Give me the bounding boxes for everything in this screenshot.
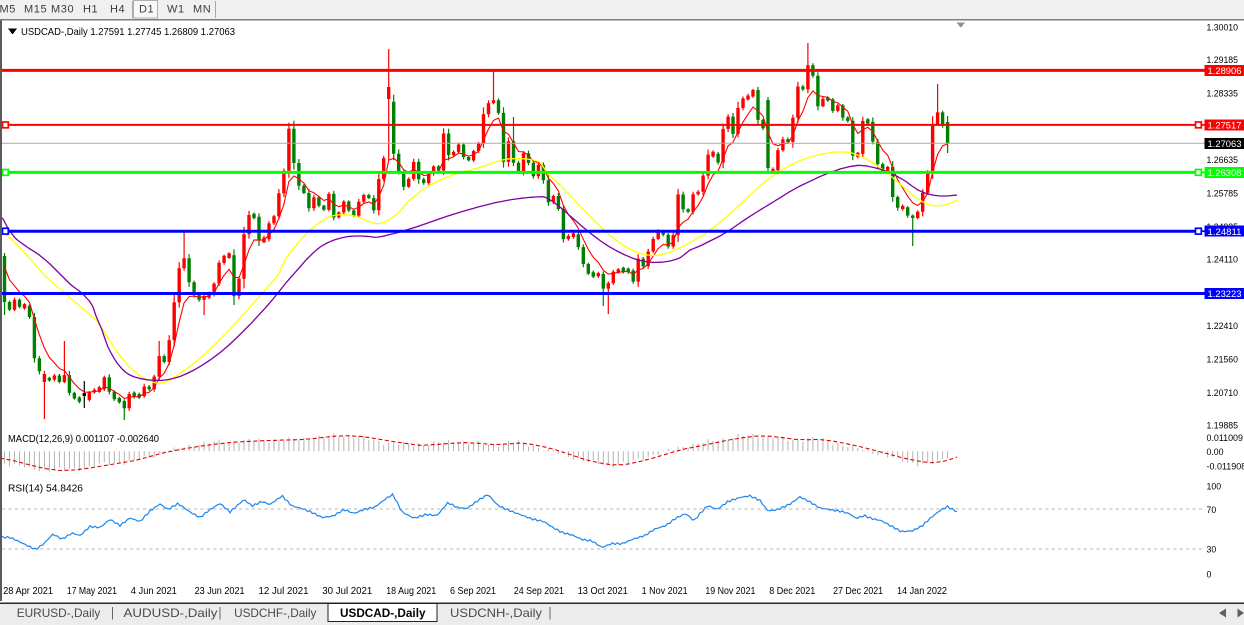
svg-text:1.27063: 1.27063: [1208, 139, 1242, 150]
svg-text:USDCAD-,Daily 1.27591 1.27745: USDCAD-,Daily 1.27591 1.27745 1.26809 1.…: [21, 26, 235, 38]
svg-text:100: 100: [1207, 482, 1222, 493]
svg-text:0: 0: [1207, 570, 1212, 581]
svg-text:0.011009: 0.011009: [1207, 433, 1243, 444]
svg-text:14 Jan 2022: 14 Jan 2022: [897, 586, 947, 597]
svg-text:8 Dec 2021: 8 Dec 2021: [769, 586, 815, 597]
svg-text:4 Jun 2021: 4 Jun 2021: [131, 586, 177, 597]
svg-text:30 Jul 2021: 30 Jul 2021: [322, 586, 372, 597]
svg-text:1.25785: 1.25785: [1207, 189, 1239, 200]
svg-text:1.24110: 1.24110: [1207, 254, 1239, 265]
svg-text:1.20710: 1.20710: [1207, 388, 1239, 399]
svg-text:USDCAD-,Daily: USDCAD-,Daily: [340, 606, 426, 620]
svg-text:70: 70: [1207, 505, 1217, 516]
svg-text:27 Dec 2021: 27 Dec 2021: [833, 586, 883, 597]
svg-text:H1: H1: [83, 4, 98, 16]
svg-text:-0.011908: -0.011908: [1207, 462, 1244, 473]
svg-text:30: 30: [1207, 545, 1217, 556]
svg-text:USDCHF-,Daily: USDCHF-,Daily: [234, 606, 316, 620]
svg-text:W1: W1: [167, 4, 185, 16]
svg-text:23 Jun 2021: 23 Jun 2021: [195, 586, 245, 597]
svg-text:H4: H4: [110, 4, 125, 16]
svg-text:1.21560: 1.21560: [1207, 355, 1239, 366]
svg-text:D1: D1: [139, 4, 154, 16]
svg-text:USDCNH-,Daily: USDCNH-,Daily: [450, 606, 542, 620]
svg-text:24 Sep 2021: 24 Sep 2021: [514, 586, 564, 597]
svg-text:1.23223: 1.23223: [1208, 289, 1242, 300]
svg-text:12 Jul 2021: 12 Jul 2021: [259, 586, 309, 597]
svg-text:19 Nov 2021: 19 Nov 2021: [705, 586, 755, 597]
svg-text:EURUSD-,Daily: EURUSD-,Daily: [17, 606, 101, 620]
svg-text:MN: MN: [193, 4, 211, 16]
svg-text:1.19885: 1.19885: [1207, 420, 1239, 431]
svg-text:1.30010: 1.30010: [1207, 23, 1239, 34]
svg-text:13 Oct 2021: 13 Oct 2021: [578, 586, 628, 597]
svg-text:1 Nov 2021: 1 Nov 2021: [642, 586, 688, 597]
svg-text:1.26635: 1.26635: [1207, 155, 1239, 166]
svg-text:1.27517: 1.27517: [1208, 121, 1242, 132]
svg-text:0.00: 0.00: [1207, 447, 1224, 458]
svg-text:MACD(12,26,9) 0.001107 -0.0026: MACD(12,26,9) 0.001107 -0.002640: [8, 434, 159, 445]
svg-text:RSI(14) 54.8426: RSI(14) 54.8426: [8, 484, 83, 495]
svg-text:M30: M30: [51, 4, 74, 16]
svg-text:28 Apr 2021: 28 Apr 2021: [3, 586, 53, 597]
svg-text:1.24811: 1.24811: [1208, 227, 1242, 238]
svg-text:17 May 2021: 17 May 2021: [67, 586, 117, 597]
svg-text:1.26308: 1.26308: [1208, 168, 1242, 179]
svg-text:M5: M5: [0, 4, 16, 16]
svg-text:1.29185: 1.29185: [1207, 55, 1239, 66]
svg-text:AUDUSD-,Daily: AUDUSD-,Daily: [124, 606, 218, 620]
svg-text:18 Aug 2021: 18 Aug 2021: [386, 586, 436, 597]
svg-text:1.28906: 1.28906: [1208, 66, 1242, 77]
svg-text:M15: M15: [24, 4, 47, 16]
svg-text:1.22410: 1.22410: [1207, 321, 1239, 332]
svg-text:6 Sep 2021: 6 Sep 2021: [450, 586, 496, 597]
svg-text:1.28335: 1.28335: [1207, 88, 1239, 99]
